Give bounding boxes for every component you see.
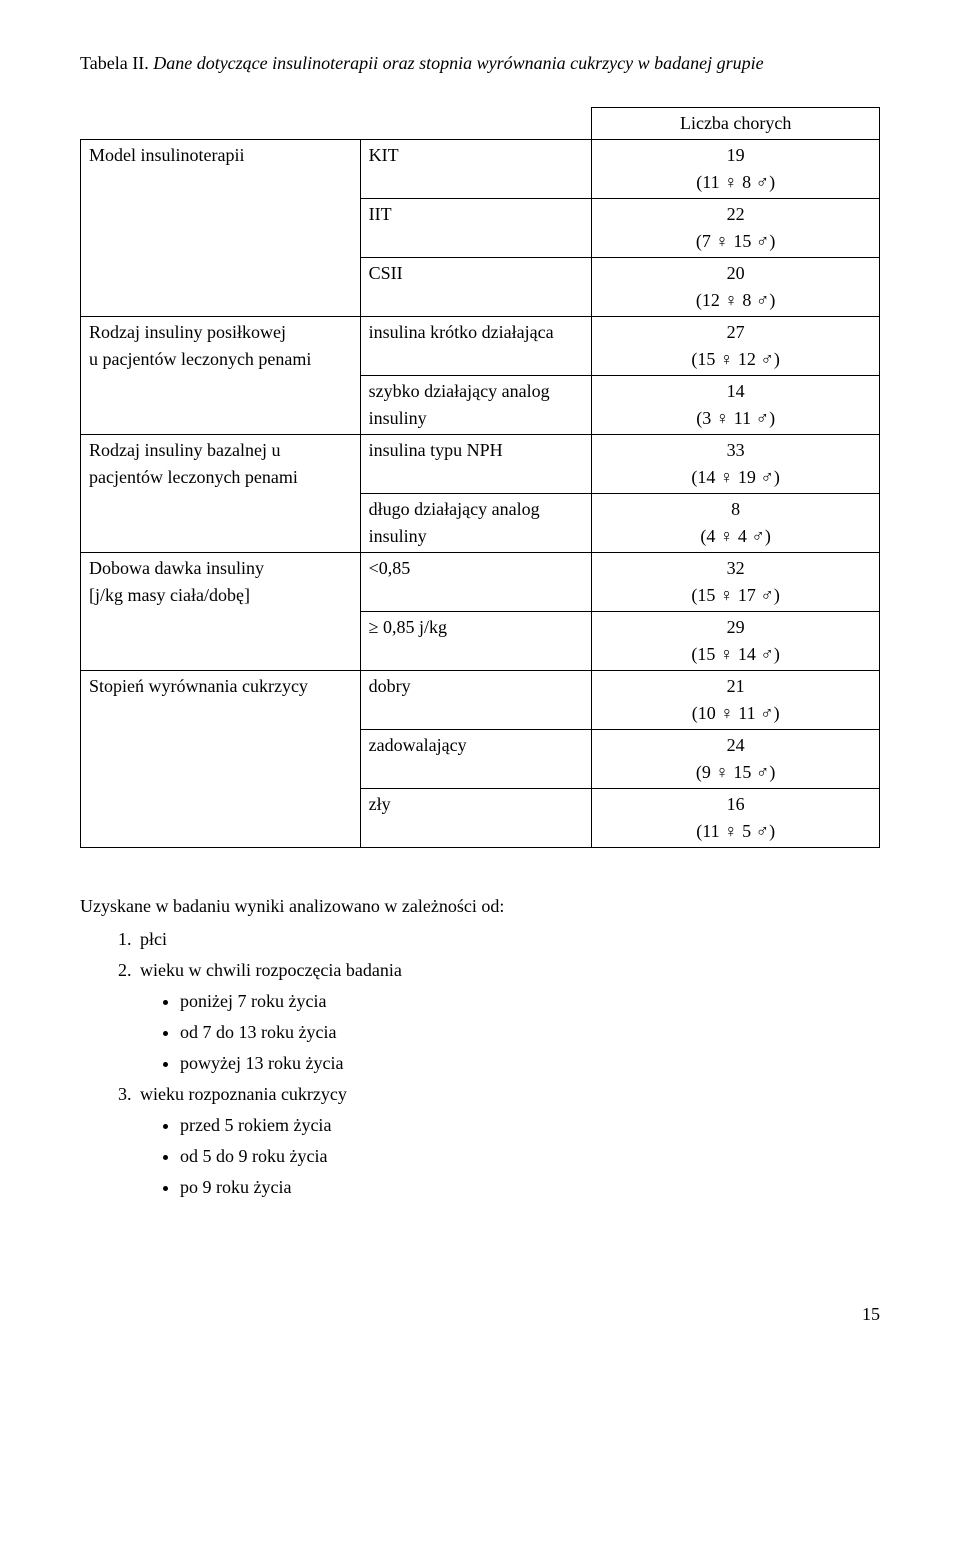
table-row-sublabel: szybko działający analog insuliny [360, 376, 592, 435]
table-row-sublabel: długo działający analog insuliny [360, 494, 592, 553]
sub-list-item: poniżej 7 roku życia [180, 988, 880, 1015]
table-row-value: 21(10 ♀ 11 ♂) [592, 671, 880, 730]
table-row-value: 29(15 ♀ 14 ♂) [592, 612, 880, 671]
table-row-value: 27(15 ♀ 12 ♂) [592, 317, 880, 376]
sub-list-item: powyżej 13 roku życia [180, 1050, 880, 1077]
table-row-label: Model insulinoterapii [81, 140, 361, 317]
table-row-label: Dobowa dawka insuliny[j/kg masy ciała/do… [81, 553, 361, 671]
table-row-value: 8(4 ♀ 4 ♂) [592, 494, 880, 553]
list-intro: Uzyskane w badaniu wyniki analizowano w … [80, 893, 880, 920]
table-row-sublabel: dobry [360, 671, 592, 730]
list-item: wieku w chwili rozpoczęcia badaniaponiże… [136, 957, 880, 1077]
table-row-label: Rodzaj insuliny posiłkoweju pacjentów le… [81, 317, 361, 435]
table-row-sublabel: insulina typu NPH [360, 435, 592, 494]
list-item: wieku rozpoznania cukrzycyprzed 5 rokiem… [136, 1081, 880, 1201]
table-row-sublabel: ≥ 0,85 j/kg [360, 612, 592, 671]
table-row-sublabel: <0,85 [360, 553, 592, 612]
table-row-value: 24(9 ♀ 15 ♂) [592, 730, 880, 789]
table-row-sublabel: zadowalający [360, 730, 592, 789]
table-row-sublabel: KIT [360, 140, 592, 199]
table-row-sublabel: IIT [360, 199, 592, 258]
page-number: 15 [80, 1301, 880, 1328]
table-row-sublabel: insulina krótko działająca [360, 317, 592, 376]
table-row-sublabel: zły [360, 789, 592, 848]
table-header-empty [81, 108, 592, 140]
caption-text: Dane dotyczące insulinoterapii oraz stop… [149, 53, 764, 73]
table-header-count: Liczba chorych [592, 108, 880, 140]
table-row-sublabel: CSII [360, 258, 592, 317]
table-caption: Tabela II. Dane dotyczące insulinoterapi… [80, 50, 880, 77]
list-item: płci [136, 926, 880, 953]
table-row-value: 33(14 ♀ 19 ♂) [592, 435, 880, 494]
table-row-label: Stopień wyrównania cukrzycy [81, 671, 361, 848]
ordered-list: płci wieku w chwili rozpoczęcia badaniapo… [136, 926, 880, 1201]
sub-list: przed 5 rokiem życia od 5 do 9 roku życia… [180, 1112, 880, 1201]
caption-label: Tabela II. [80, 53, 149, 73]
sub-list: poniżej 7 roku życia od 7 do 13 roku życi… [180, 988, 880, 1077]
sub-list-item: po 9 roku życia [180, 1174, 880, 1201]
table-row-value: 22(7 ♀ 15 ♂) [592, 199, 880, 258]
data-table: Liczba chorych Model insulinoterapiiKIT19… [80, 107, 880, 848]
table-row-value: 14(3 ♀ 11 ♂) [592, 376, 880, 435]
sub-list-item: od 7 do 13 roku życia [180, 1019, 880, 1046]
table-row-label: Rodzaj insuliny bazalnej u pacjentów lec… [81, 435, 361, 553]
table-row-value: 20(12 ♀ 8 ♂) [592, 258, 880, 317]
table-row-value: 16(11 ♀ 5 ♂) [592, 789, 880, 848]
table-row-value: 19(11 ♀ 8 ♂) [592, 140, 880, 199]
sub-list-item: przed 5 rokiem życia [180, 1112, 880, 1139]
table-row-value: 32(15 ♀ 17 ♂) [592, 553, 880, 612]
sub-list-item: od 5 do 9 roku życia [180, 1143, 880, 1170]
